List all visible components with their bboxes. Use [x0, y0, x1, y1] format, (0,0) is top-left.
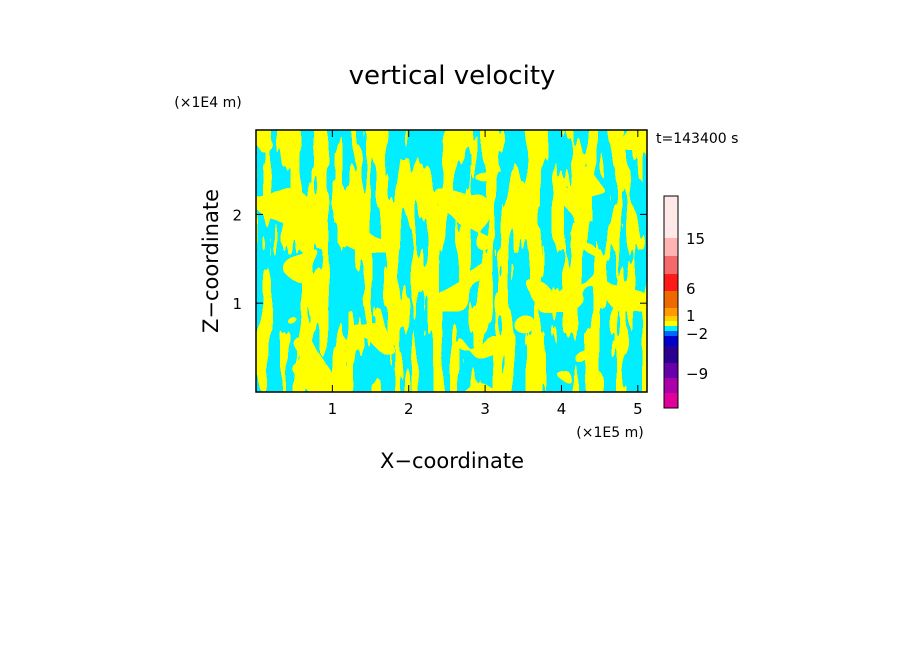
colorbar-bin [664, 336, 678, 346]
colorbar-label: −2 [686, 325, 708, 343]
colorbar-bin [664, 363, 678, 378]
y-axis-unit: (×1E4 m) [174, 95, 241, 111]
chart-title: vertical velocity [349, 61, 556, 91]
time-label: t=143400 s [656, 131, 738, 147]
colorbar-bin [664, 316, 678, 321]
colorbar-label: 1 [686, 307, 696, 325]
x-tick-label: 1 [328, 400, 338, 418]
y-axis-title: Z−coordinate [199, 189, 223, 333]
colorbar-bin [664, 308, 678, 316]
y-tick-label: 2 [232, 206, 242, 224]
x-axis-title: X−coordinate [380, 449, 524, 473]
x-tick-label: 3 [480, 400, 490, 418]
plot-area [256, 130, 647, 392]
colorbar-frame [663, 195, 679, 409]
x-tick-label: 5 [633, 400, 643, 418]
colorbar-bin [664, 291, 678, 308]
colorbar-label: 15 [686, 230, 705, 248]
x-tick-label: 2 [404, 400, 414, 418]
y-tick-label: 1 [232, 295, 242, 313]
colorbar-bin [664, 256, 678, 274]
y-ticks: 12 [232, 206, 647, 313]
colorbar-label: −9 [686, 365, 708, 383]
x-axis-unit: (×1E5 m) [576, 425, 643, 441]
colorbar-label: 6 [686, 280, 696, 298]
colorbar: 15 6 1−2 −9 [663, 195, 708, 409]
colorbar-bin [664, 331, 678, 336]
plot-frame [255, 129, 648, 393]
colorbar-bin [664, 274, 678, 291]
x-ticks: 1 2 3 4 5 [328, 130, 643, 418]
colorbar-bin [664, 321, 678, 326]
updraft-stripes [256, 130, 647, 392]
colorbar-bin [664, 196, 678, 238]
colorbar-bin [664, 393, 678, 408]
colorbar-bin [664, 378, 678, 393]
colorbar-bin [664, 238, 678, 256]
x-tick-label: 4 [557, 400, 567, 418]
colorbar-bin [664, 326, 678, 331]
colorbar-bin [664, 346, 678, 363]
